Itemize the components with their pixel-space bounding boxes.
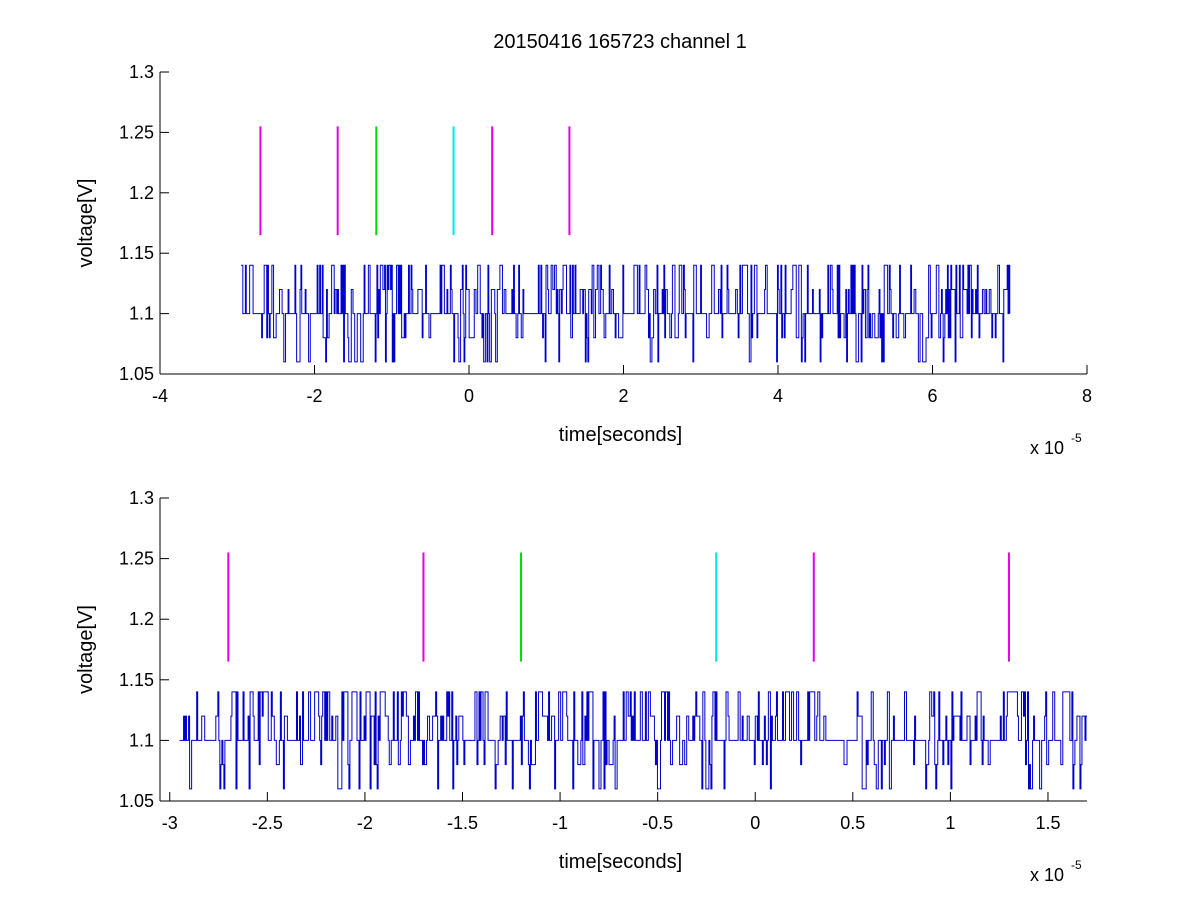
- x-tick-label: 0: [464, 386, 474, 406]
- bottom-plot: 1.05 1.1 1.15 1.2 1.25 1.3 -3 -2.5 -2 -1.5 -1 -0.5 0…: [75, 488, 1087, 885]
- x-tick-label: -2: [357, 813, 373, 833]
- x-tick-label: 4: [773, 386, 783, 406]
- x-axis-title: time[seconds]: [559, 424, 682, 446]
- y-tick-label: 1.15: [119, 670, 154, 690]
- x-tick-label: 0: [750, 813, 760, 833]
- y-axis-title: voltage[V]: [75, 605, 97, 694]
- x-tick-label: -0.5: [642, 813, 673, 833]
- x-exponent: -5: [1071, 431, 1082, 445]
- y-tick-label: 1.25: [119, 549, 154, 569]
- y-tick-label: 1.05: [119, 364, 154, 384]
- y-tick-label: 1.05: [119, 791, 154, 811]
- y-tick-label: 1.1: [129, 730, 154, 750]
- y-tick-label: 1.25: [119, 122, 154, 142]
- x-tick-label: -1: [552, 813, 568, 833]
- y-tick-label: 1.3: [129, 488, 154, 508]
- x-exponent-label: x 10: [1030, 865, 1064, 885]
- x-tick-label: 0.5: [840, 813, 865, 833]
- y-axis-title: voltage[V]: [75, 179, 97, 268]
- x-tick-label: -4: [152, 386, 168, 406]
- y-tick-label: 1.2: [129, 183, 154, 203]
- y-tick-label: 1.1: [129, 304, 154, 324]
- x-exponent-label: x 10: [1030, 438, 1064, 458]
- voltage-trace: [179, 691, 1087, 790]
- x-tick-label: -2: [306, 386, 322, 406]
- x-axis-title: time[seconds]: [559, 851, 682, 873]
- y-tick-label: 1.3: [129, 62, 154, 82]
- x-tick-label: 1: [945, 813, 955, 833]
- x-tick-label: 2: [618, 386, 628, 406]
- x-tick-label: -2.5: [252, 813, 283, 833]
- x-tick-label: 6: [927, 386, 937, 406]
- x-tick-label: 8: [1082, 386, 1092, 406]
- voltage-trace: [241, 264, 1011, 363]
- x-exponent: -5: [1071, 858, 1082, 872]
- y-tick-label: 1.15: [119, 243, 154, 263]
- x-tick-label: -1.5: [447, 813, 478, 833]
- figure-title: 20150416 165723 channel 1: [493, 31, 747, 53]
- x-tick-label: -3: [162, 813, 178, 833]
- top-plot: 1.05 1.1 1.15 1.2 1.25 1.3 -4 -2 0 2 4 6 8 time[secon…: [75, 62, 1092, 458]
- x-tick-label: 1.5: [1035, 813, 1060, 833]
- y-tick-label: 1.2: [129, 609, 154, 629]
